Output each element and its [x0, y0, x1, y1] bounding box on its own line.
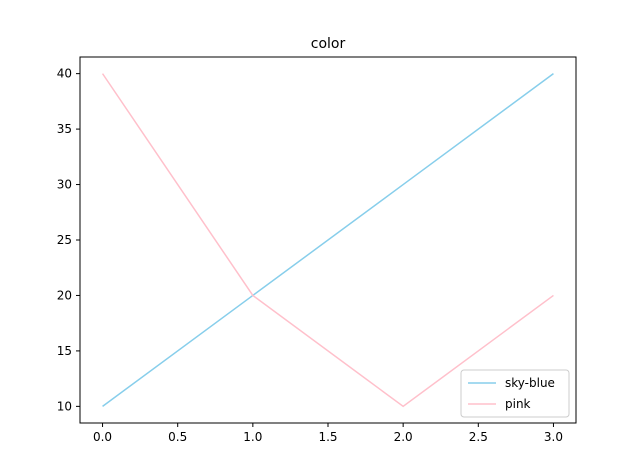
- y-tick-label: 35: [57, 122, 72, 136]
- legend: sky-blue pink: [460, 369, 570, 418]
- x-tick-label: 2.5: [469, 430, 488, 444]
- legend-label: pink: [505, 397, 531, 411]
- y-tick-label: 20: [57, 288, 72, 302]
- series-lines: [101, 73, 554, 408]
- x-tick-label: 1.5: [318, 430, 337, 444]
- y-tick-label: 25: [57, 233, 72, 247]
- chart-title: color: [311, 36, 346, 52]
- y-axis-ticks: 10 15 20 25 30 35 40: [57, 67, 80, 413]
- x-axis-ticks: 0.0 0.5 1.0 1.5 2.0 2.5 3.0: [93, 423, 563, 444]
- plot-frame: [79, 56, 577, 424]
- y-tick-label: 10: [57, 399, 72, 413]
- legend-label: sky-blue: [505, 376, 555, 390]
- legend-box: [460, 369, 570, 418]
- series-line-pink: [101, 73, 554, 408]
- x-tick-label: 2.0: [394, 430, 413, 444]
- x-tick-label: 0.0: [93, 430, 112, 444]
- y-tick-label: 40: [57, 67, 72, 81]
- series-line-sky-blue: [102, 73, 554, 407]
- x-tick-label: 3.0: [544, 430, 563, 444]
- y-tick-label: 30: [57, 178, 72, 192]
- x-tick-label: 0.5: [168, 430, 187, 444]
- x-tick-label: 1.0: [243, 430, 262, 444]
- y-tick-label: 15: [57, 344, 72, 358]
